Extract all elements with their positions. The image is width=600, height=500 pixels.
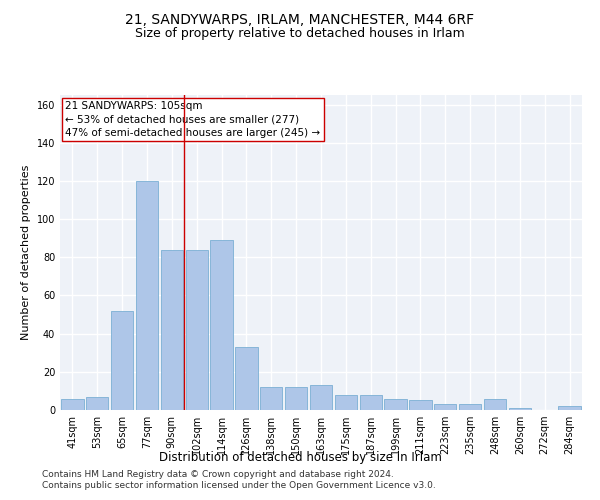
Bar <box>285 387 307 410</box>
Bar <box>434 404 457 410</box>
Bar <box>86 396 109 410</box>
Bar <box>185 250 208 410</box>
Bar <box>509 408 531 410</box>
Text: Distribution of detached houses by size in Irlam: Distribution of detached houses by size … <box>158 451 442 464</box>
Bar <box>335 394 357 410</box>
Bar <box>484 398 506 410</box>
Bar <box>235 347 257 410</box>
Bar <box>409 400 431 410</box>
Text: 21 SANDYWARPS: 105sqm
← 53% of detached houses are smaller (277)
47% of semi-det: 21 SANDYWARPS: 105sqm ← 53% of detached … <box>65 102 320 138</box>
Bar <box>136 181 158 410</box>
Y-axis label: Number of detached properties: Number of detached properties <box>21 165 31 340</box>
Bar <box>111 310 133 410</box>
Text: 21, SANDYWARPS, IRLAM, MANCHESTER, M44 6RF: 21, SANDYWARPS, IRLAM, MANCHESTER, M44 6… <box>125 12 475 26</box>
Bar <box>459 404 481 410</box>
Bar <box>260 387 283 410</box>
Bar <box>310 385 332 410</box>
Bar <box>559 406 581 410</box>
Bar <box>61 398 83 410</box>
Bar <box>385 398 407 410</box>
Text: Contains public sector information licensed under the Open Government Licence v3: Contains public sector information licen… <box>42 481 436 490</box>
Text: Size of property relative to detached houses in Irlam: Size of property relative to detached ho… <box>135 28 465 40</box>
Bar <box>359 394 382 410</box>
Bar <box>161 250 183 410</box>
Bar <box>211 240 233 410</box>
Text: Contains HM Land Registry data © Crown copyright and database right 2024.: Contains HM Land Registry data © Crown c… <box>42 470 394 479</box>
